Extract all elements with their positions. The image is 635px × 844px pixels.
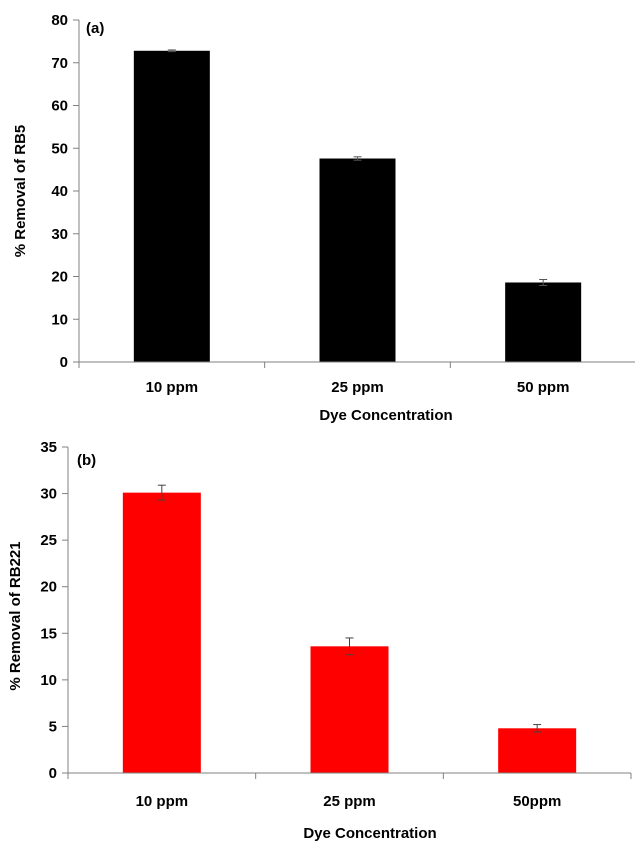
error-bar-a-1 xyxy=(167,49,176,53)
y-tick-label: 30 xyxy=(51,226,68,243)
x-axis-title-a: Dye Concentration xyxy=(319,407,452,424)
error-bar-b-1 xyxy=(157,484,166,501)
y-axis-ticks-a: 0 10 20 30 40 50 60 70 80 xyxy=(51,12,79,371)
bar-b-3 xyxy=(498,728,577,773)
chart-panel-a: (a) % Removal of RB5 Dye Concentration 0… xyxy=(12,12,635,424)
x-axis-ticks-b: 10 ppm 25 ppm 50ppm xyxy=(67,773,632,810)
y-tick-label: 30 xyxy=(40,486,57,503)
y-axis-ticks-b: 0 5 10 15 20 25 30 35 xyxy=(40,439,68,782)
bar-b-1 xyxy=(122,492,201,773)
y-tick-label: 25 xyxy=(40,532,57,549)
y-tick-label: 20 xyxy=(40,579,57,596)
y-tick-label: 60 xyxy=(51,98,68,115)
error-bar-b-2 xyxy=(345,637,354,656)
error-bar-a-3 xyxy=(539,278,548,286)
bar-a-1 xyxy=(133,50,210,362)
x-tick-label: 50 ppm xyxy=(517,379,570,396)
bar-a-3 xyxy=(505,282,582,362)
bars-a xyxy=(133,50,582,362)
y-tick-label: 80 xyxy=(51,12,68,29)
y-tick-label: 5 xyxy=(49,718,57,735)
y-tick-label: 0 xyxy=(60,354,68,371)
error-bar-a-2 xyxy=(353,156,362,161)
x-tick-label: 10 ppm xyxy=(136,793,189,810)
y-tick-label: 20 xyxy=(51,269,68,286)
panel-label-a: (a) xyxy=(86,20,104,37)
bar-a-2 xyxy=(319,158,396,362)
y-tick-label: 70 xyxy=(51,55,68,72)
x-tick-label: 25 ppm xyxy=(331,379,384,396)
error-bars-a xyxy=(167,49,548,286)
panel-label-b: (b) xyxy=(77,452,96,469)
y-tick-label: 0 xyxy=(49,765,57,782)
y-axis-title-a: % Removal of RB5 xyxy=(12,125,29,258)
bar-b-2 xyxy=(310,646,389,773)
y-tick-label: 35 xyxy=(40,439,57,456)
x-tick-label: 10 ppm xyxy=(146,379,199,396)
y-axis-title-b: % Removal of RB221 xyxy=(7,541,24,690)
x-axis-title-b: Dye Concentration xyxy=(303,825,436,842)
y-tick-label: 10 xyxy=(51,311,68,328)
x-tick-label: 25 ppm xyxy=(323,793,376,810)
y-tick-label: 40 xyxy=(51,183,68,200)
chart-panel-b: (b) % Removal of RB221 Dye Concentration… xyxy=(7,439,632,842)
y-tick-label: 10 xyxy=(40,672,57,689)
error-bars-b xyxy=(157,484,542,733)
y-tick-label: 50 xyxy=(51,140,68,157)
error-bar-b-3 xyxy=(533,724,542,733)
x-axis-ticks-a: 10 ppm 25 ppm 50 ppm xyxy=(78,362,570,396)
x-tick-label: 50ppm xyxy=(513,793,561,810)
bars-b xyxy=(122,492,577,773)
y-tick-label: 15 xyxy=(40,625,57,642)
